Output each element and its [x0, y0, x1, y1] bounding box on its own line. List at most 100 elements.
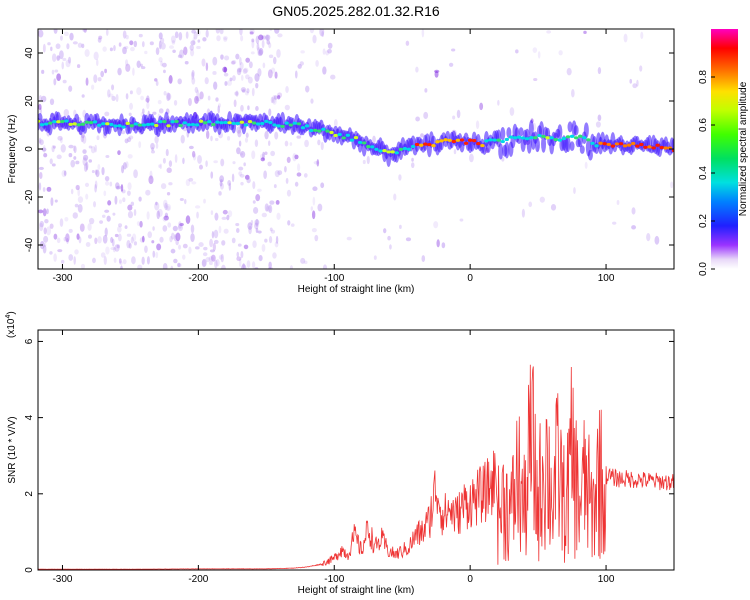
ridge-core — [325, 129, 330, 133]
ridge-core — [520, 136, 526, 140]
noise-speck — [166, 92, 171, 102]
ridge-core — [182, 121, 187, 125]
noise-speck — [327, 48, 332, 54]
noise-speck — [82, 157, 88, 166]
noise-speck — [240, 87, 247, 92]
noise-speck — [141, 235, 145, 243]
noise-speck — [94, 169, 98, 175]
ridge-core — [586, 138, 591, 142]
ridge-core — [227, 121, 232, 125]
noise-speck — [257, 49, 263, 57]
noise-speck — [136, 221, 141, 226]
noise-speck — [191, 72, 195, 80]
snr-series — [38, 364, 674, 570]
noise-speck — [274, 29, 280, 34]
ridge-core — [366, 145, 371, 149]
noise-speck — [227, 136, 231, 141]
noise-speck — [441, 242, 446, 249]
noise-speck — [205, 62, 209, 72]
ridge-core — [92, 120, 98, 124]
noise-speck — [235, 53, 240, 60]
ridge-core — [276, 124, 281, 128]
noise-speck — [39, 222, 44, 232]
noise-speck — [330, 74, 336, 80]
noise-speck — [197, 154, 202, 164]
noise-speck — [262, 62, 266, 69]
noise-speck — [56, 73, 62, 81]
noise-speck — [104, 227, 108, 237]
ridge-core — [255, 122, 261, 126]
ridge-core — [251, 121, 257, 125]
noise-speck — [257, 47, 261, 56]
ridge-core — [386, 150, 391, 154]
noise-speck — [373, 255, 377, 260]
noise-speck — [109, 47, 113, 52]
snr-y-tick-label: 0 — [24, 567, 35, 573]
noise-speck — [51, 145, 55, 153]
noise-speck — [211, 230, 215, 239]
noise-speck — [104, 181, 110, 186]
ridge-core — [488, 138, 493, 142]
snr-x-tick-label: -300 — [52, 574, 72, 585]
ridge-core — [635, 144, 640, 148]
noise-speck — [53, 78, 57, 86]
noise-speck — [296, 172, 302, 177]
ridge-core — [622, 144, 628, 148]
noise-speck — [299, 61, 304, 66]
noise-speck — [297, 163, 301, 172]
noise-speck — [168, 75, 173, 84]
ridge-core — [101, 122, 106, 126]
noise-speck — [133, 241, 138, 246]
noise-speck — [235, 90, 239, 97]
noise-speck — [117, 233, 122, 242]
noise-speck — [251, 261, 256, 269]
noise-speck — [170, 265, 174, 269]
noise-speck — [236, 251, 240, 258]
noise-speck — [238, 67, 242, 73]
noise-speck — [118, 199, 122, 204]
colorbar-tick-label: 0.0 — [698, 262, 709, 276]
ridge-core — [480, 143, 485, 148]
noise-speck — [133, 40, 138, 48]
noise-speck — [93, 51, 99, 61]
noise-speck — [222, 35, 228, 40]
ridge-core — [569, 134, 575, 138]
noise-speck — [597, 114, 602, 122]
noise-speck — [42, 244, 47, 254]
spectrogram-y-tick-label: 20 — [24, 95, 35, 107]
noise-speck — [448, 62, 454, 67]
ridge-core — [211, 123, 216, 127]
noise-speck — [38, 95, 42, 102]
noise-speck — [268, 204, 273, 214]
noise-speck — [631, 207, 636, 215]
colorbar-tick-label: 0.4 — [698, 166, 709, 180]
noise-speck — [60, 259, 65, 264]
noise-speck — [188, 177, 194, 182]
noise-speck — [201, 58, 206, 67]
noise-speck — [139, 220, 143, 228]
noise-speck — [41, 69, 45, 74]
noise-speck — [265, 34, 271, 41]
noise-speck — [105, 246, 110, 255]
ridge-halo — [671, 138, 674, 151]
noise-speck — [111, 95, 116, 102]
noise-speck — [105, 29, 109, 36]
noise-speck — [38, 103, 42, 111]
noise-speck — [53, 145, 56, 149]
noise-speck — [210, 210, 214, 216]
ridge-core — [109, 122, 114, 127]
noise-speck — [96, 59, 99, 67]
noise-speck — [39, 107, 43, 115]
noise-speck — [236, 147, 241, 155]
noise-speck — [264, 203, 269, 212]
noise-speck — [155, 47, 160, 55]
ridge-core — [129, 124, 134, 128]
ridge-core — [659, 145, 664, 150]
snr-x-tick-label: -200 — [188, 574, 208, 585]
noise-speck — [257, 68, 262, 77]
noise-speck — [232, 75, 236, 82]
noise-speck — [267, 266, 273, 269]
noise-speck — [68, 56, 72, 64]
noise-speck — [39, 139, 44, 146]
noise-speck — [171, 232, 175, 240]
